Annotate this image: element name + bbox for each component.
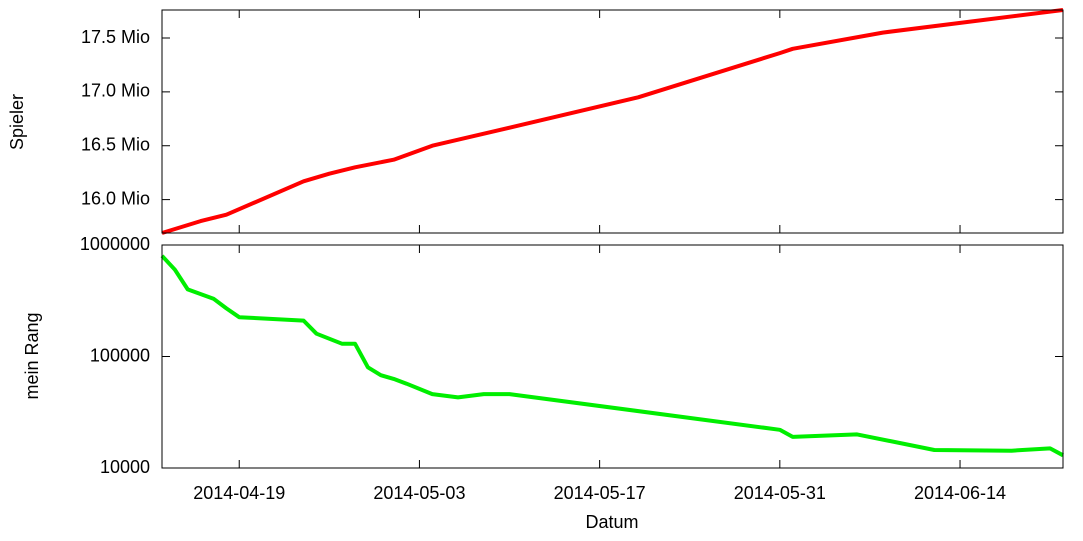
x-tick-label: 2014-05-17 [554,483,646,503]
plot-frame [161,244,1064,469]
line [160,254,1064,458]
plot-frame [161,9,1064,234]
y-tick-label: 1000000 [80,234,150,254]
x-tick-label: 2014-05-31 [734,483,826,503]
y-tick-label: 10000 [100,457,150,477]
y-tick-label: 17.5 Mio [81,27,150,47]
y-axis-label: mein Rang [22,312,42,399]
x-tick-label: 2014-05-03 [373,483,465,503]
line [161,8,1064,235]
y-tick-label: 17.0 Mio [81,81,150,101]
y-tick-label: 16.5 Mio [81,134,150,154]
x-axis-label: Datum [585,512,638,532]
y-axis-label: Spieler [7,94,27,150]
x-tick-label: 2014-06-14 [914,483,1006,503]
y-tick-label: 100000 [90,345,150,365]
x-tick-label: 2014-04-19 [193,483,285,503]
y-tick-label: 16.0 Mio [81,188,150,208]
